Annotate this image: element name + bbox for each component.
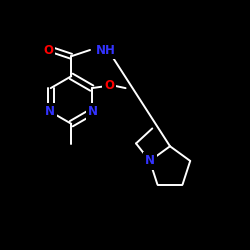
Text: O: O [104, 79, 114, 92]
Text: N: N [145, 154, 155, 168]
Text: N: N [88, 106, 98, 118]
Text: NH: NH [96, 44, 116, 57]
Text: N: N [44, 106, 54, 118]
Text: O: O [43, 44, 53, 57]
